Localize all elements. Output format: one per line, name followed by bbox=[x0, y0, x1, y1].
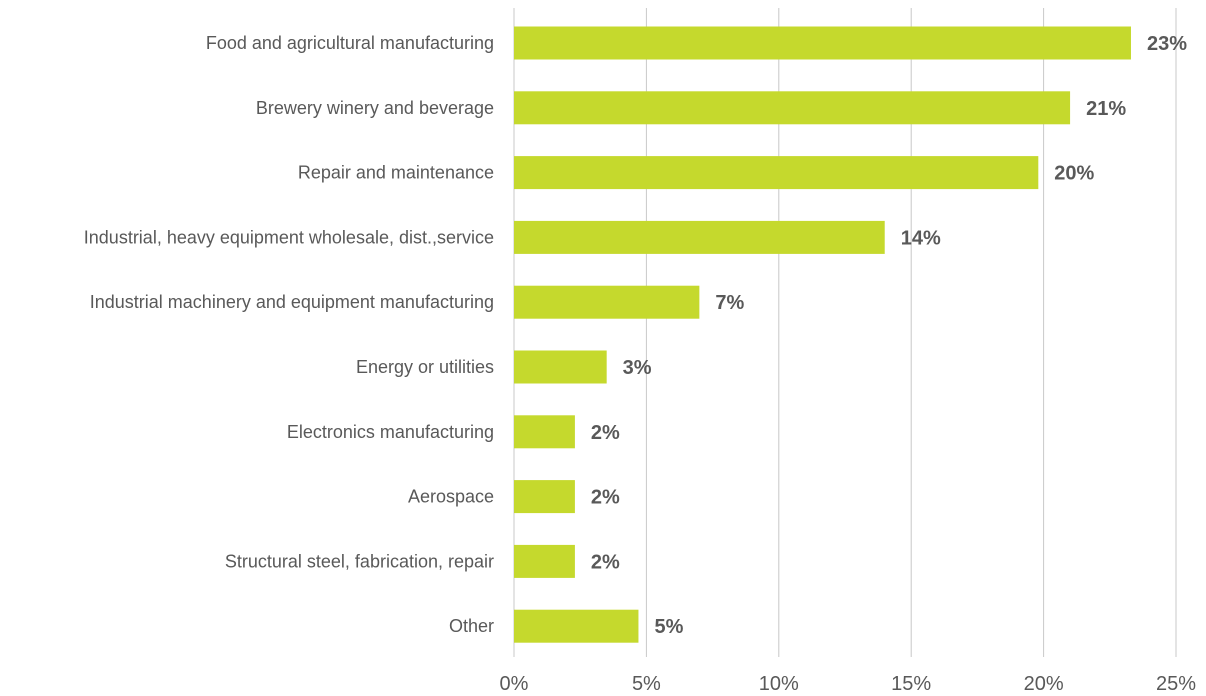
bar bbox=[514, 156, 1039, 190]
x-tick-label: 0% bbox=[500, 673, 529, 695]
bar bbox=[514, 544, 575, 578]
data-label: 21% bbox=[1086, 98, 1126, 120]
data-label: 20% bbox=[1054, 163, 1094, 185]
bar bbox=[514, 609, 639, 643]
category-label: Repair and maintenance bbox=[298, 163, 494, 183]
category-label: Brewery winery and beverage bbox=[256, 98, 494, 118]
category-label: Industrial, heavy equipment wholesale, d… bbox=[84, 227, 494, 247]
bar bbox=[514, 285, 700, 319]
x-tick-label: 10% bbox=[759, 673, 799, 695]
category-labels: Food and agricultural manufacturing Brewe… bbox=[84, 33, 494, 636]
x-tick-label: 20% bbox=[1024, 673, 1064, 695]
category-label: Energy or utilities bbox=[356, 357, 494, 377]
x-tick-label: 25% bbox=[1156, 673, 1196, 695]
data-label: 7% bbox=[715, 292, 744, 314]
category-label: Electronics manufacturing bbox=[287, 422, 494, 442]
bar bbox=[514, 220, 885, 254]
bar bbox=[514, 26, 1131, 60]
category-label: Structural steel, fabrication, repair bbox=[225, 551, 494, 571]
data-label: 2% bbox=[591, 551, 620, 573]
category-label: Aerospace bbox=[408, 487, 494, 507]
x-tick-label: 15% bbox=[891, 673, 931, 695]
category-label: Food and agricultural manufacturing bbox=[206, 33, 494, 53]
x-axis-tick-labels: 0% 5% 10% 15% 20% 25% bbox=[500, 673, 1197, 695]
bar bbox=[514, 480, 575, 514]
data-label: 2% bbox=[591, 422, 620, 444]
data-label: 14% bbox=[901, 227, 941, 249]
data-label: 2% bbox=[591, 487, 620, 509]
data-label: 3% bbox=[623, 357, 652, 379]
data-label: 5% bbox=[654, 616, 683, 638]
bar bbox=[514, 350, 607, 384]
category-label: Other bbox=[449, 616, 494, 636]
bar bbox=[514, 415, 575, 449]
x-tick-label: 5% bbox=[632, 673, 661, 695]
bar bbox=[514, 91, 1071, 125]
data-labels: 23% 21% 20% 14% 7% 3% 2% 2% 2% 5% bbox=[591, 33, 1187, 638]
category-label: Industrial machinery and equipment manuf… bbox=[90, 292, 494, 312]
bars bbox=[514, 26, 1131, 643]
data-label: 23% bbox=[1147, 33, 1187, 55]
